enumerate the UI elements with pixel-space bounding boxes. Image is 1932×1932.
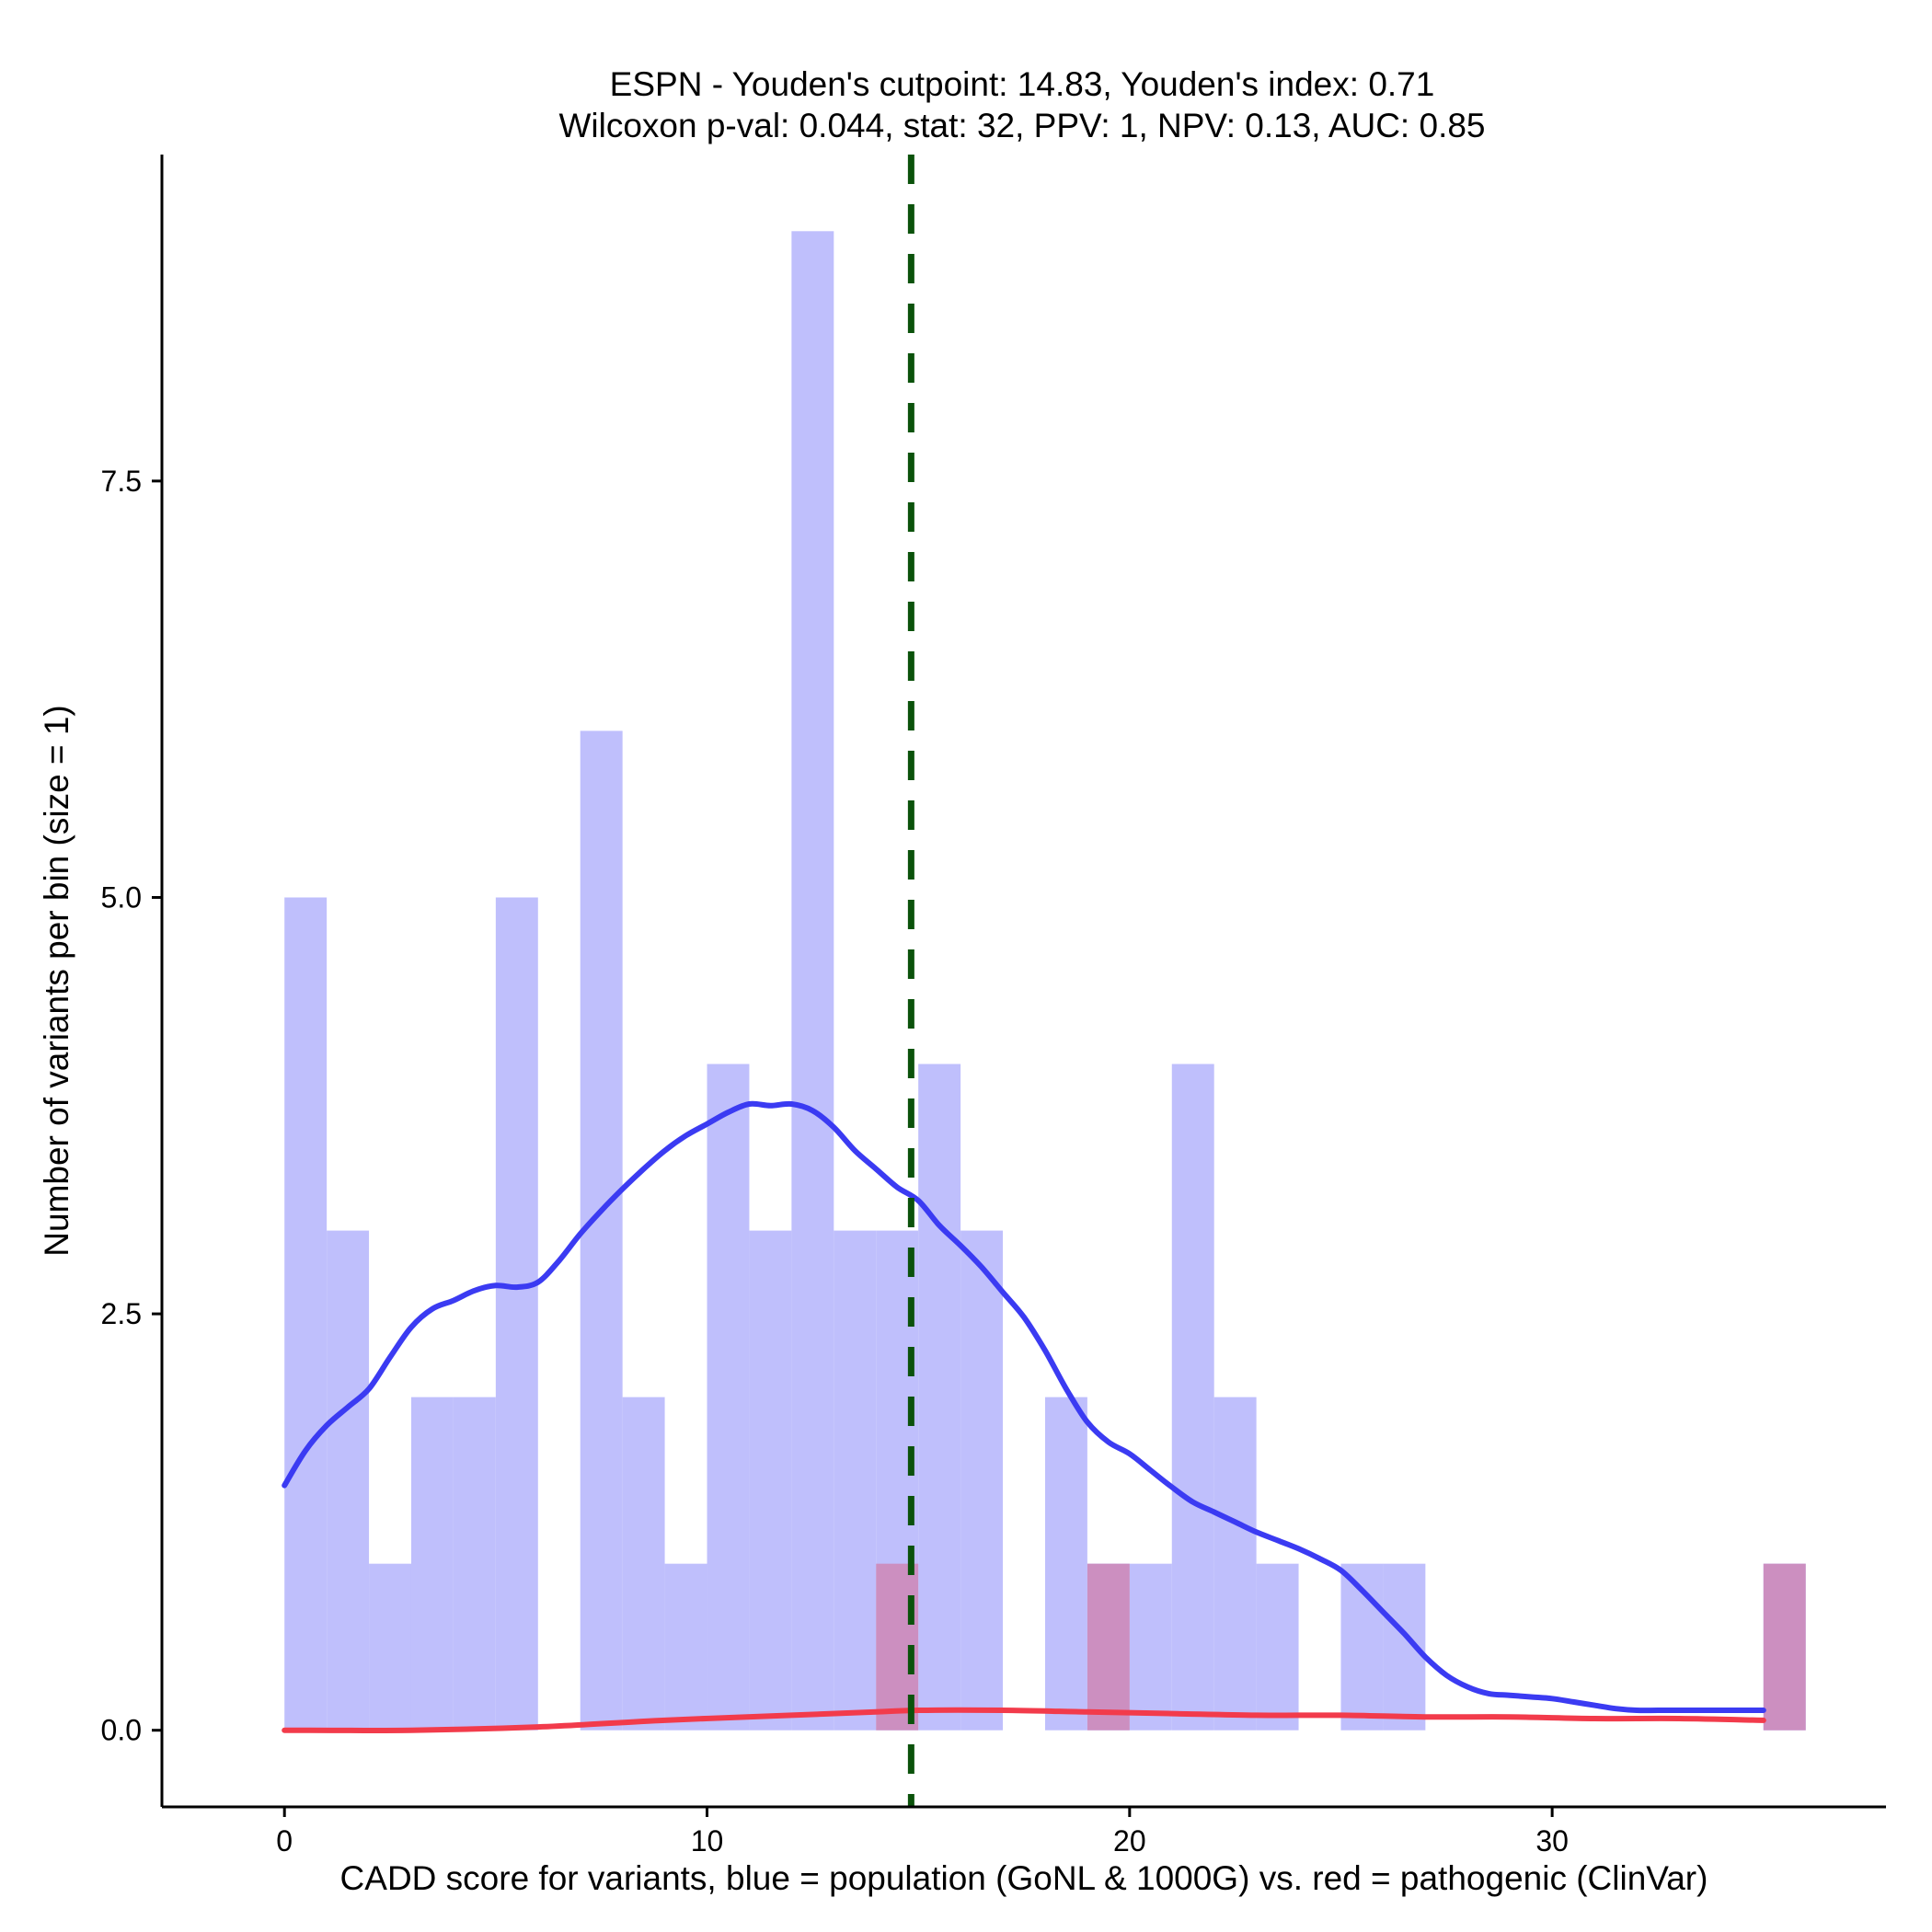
population-bar xyxy=(791,231,834,1731)
population-bar xyxy=(834,1230,877,1731)
population-bar xyxy=(1171,1064,1214,1731)
x-axis-ticks: 0 10 20 30 xyxy=(276,1807,1569,1857)
population-density-line xyxy=(282,1100,1766,1714)
population-bar xyxy=(960,1230,1004,1731)
chart-title: ESPN - Youden's cutpoint: 14.83, Youden'… xyxy=(610,65,1435,103)
y-tick-label: 2.5 xyxy=(101,1297,142,1330)
bars-layer xyxy=(284,231,1806,1731)
population-bar xyxy=(1213,1397,1257,1731)
x-tick-label: 0 xyxy=(276,1824,293,1857)
population-bar xyxy=(410,1397,454,1731)
population-bar xyxy=(327,1230,370,1731)
y-tick-label: 5.0 xyxy=(101,880,142,914)
population-bar xyxy=(495,897,538,1731)
population-bar xyxy=(707,1064,750,1731)
population-bar xyxy=(1044,1397,1087,1731)
population-bar xyxy=(580,730,623,1731)
population-bar xyxy=(622,1397,665,1731)
pathogenic-bar xyxy=(1763,1563,1806,1731)
pathogenic-bar xyxy=(1087,1563,1130,1731)
population-bar xyxy=(284,897,328,1731)
x-tick-label: 20 xyxy=(1113,1824,1146,1857)
y-axis-ticks: 0.0 2.5 5.0 7.5 xyxy=(101,465,162,1747)
y-tick-label: 7.5 xyxy=(101,465,142,498)
x-axis-label: CADD score for variants, blue = populati… xyxy=(340,1859,1708,1897)
population-bar xyxy=(1129,1563,1172,1731)
population-bar xyxy=(918,1064,961,1731)
chart-subtitle: Wilcoxon p-val: 0.044, stat: 32, PPV: 1,… xyxy=(558,107,1485,144)
population-bar xyxy=(664,1563,707,1731)
population-bar xyxy=(369,1563,411,1731)
population-bar xyxy=(749,1230,792,1731)
population-bar xyxy=(453,1397,496,1731)
y-axis-label: Number of variants per bin (size = 1) xyxy=(38,705,75,1256)
x-tick-label: 10 xyxy=(691,1824,724,1857)
population-bar xyxy=(1256,1563,1299,1731)
y-tick-label: 0.0 xyxy=(101,1714,142,1747)
density-layer xyxy=(282,1100,1766,1733)
pathogenic-density-line xyxy=(282,1707,1766,1733)
x-tick-label: 30 xyxy=(1535,1824,1569,1857)
